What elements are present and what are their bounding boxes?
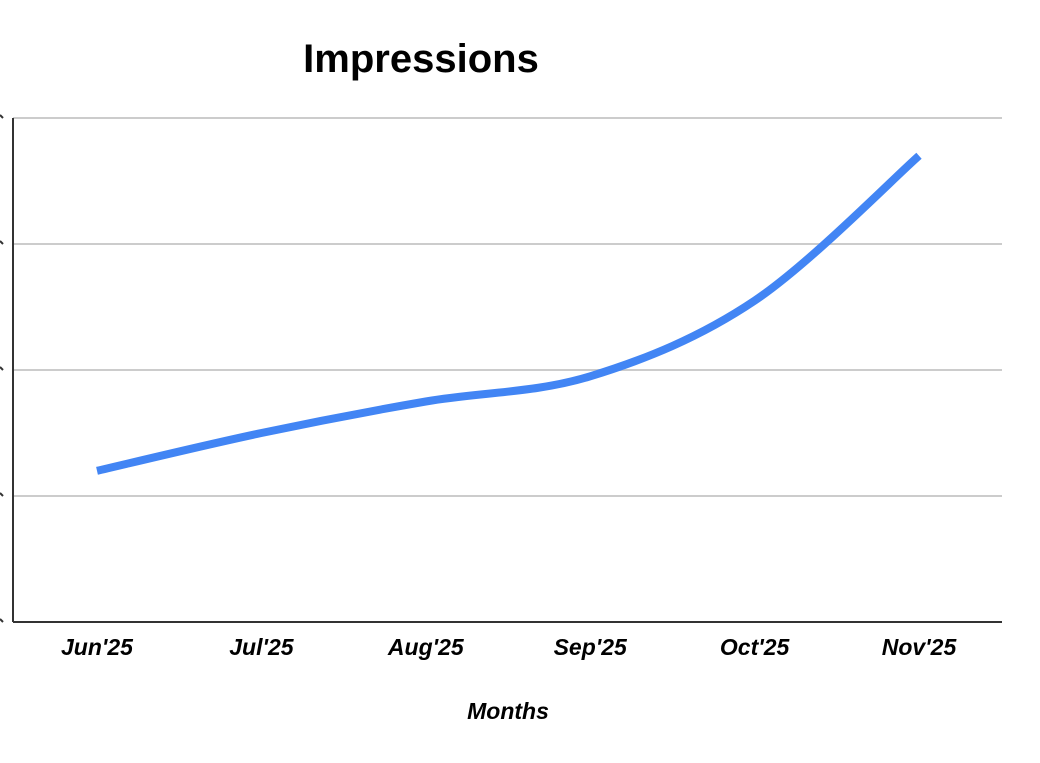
x-tick-label: Jul'25	[229, 634, 294, 660]
x-axis-tick-labels: Jun'25 Jul'25 Aug'25 Sep'25 Oct'25 Nov'25	[61, 634, 957, 660]
x-axis-label: Months	[467, 698, 549, 724]
y-tick-mark-0	[0, 618, 4, 623]
x-tick-label: Sep'25	[554, 634, 628, 660]
gridlines	[13, 117, 1002, 497]
x-tick-label: Oct'25	[720, 634, 791, 660]
y-tick-mark-1	[0, 492, 4, 497]
series-layer	[96, 152, 922, 475]
x-tick-label: Jun'25	[61, 634, 134, 660]
y-tick-mark-2	[0, 366, 4, 371]
y-tick-mark-4	[0, 114, 4, 119]
chart-title: Impressions	[303, 37, 539, 81]
x-tick-label: Nov'25	[882, 634, 958, 660]
x-tick-label: Aug'25	[387, 634, 465, 660]
y-tick-mark-3	[0, 240, 4, 245]
series-line-0	[96, 152, 922, 475]
axes	[0, 114, 1002, 623]
